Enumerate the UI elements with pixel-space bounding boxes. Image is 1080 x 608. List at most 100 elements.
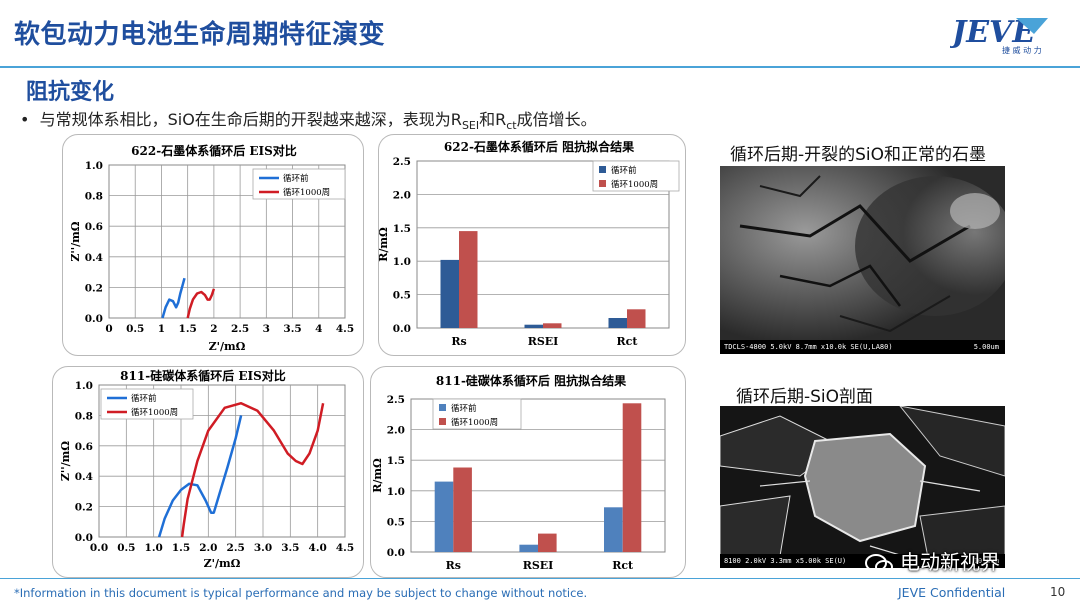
y-tick-label: 0.0 xyxy=(387,547,405,559)
chart-811-fit: 811-硅碳体系循环后 阻抗拟合结果 0.0 0.5 1.0 1.5 2.0 2.5 R/mΩ… xyxy=(371,373,666,572)
chart-622-eis: 622-石墨体系循环后 EIS对比 0.0 0.2 0.4 0.6 0.8 1.0 Z''/m… xyxy=(69,143,354,353)
bullet-dot: • xyxy=(20,110,40,129)
legend-swatch xyxy=(599,180,606,187)
chart-panel-622-eis: 622-石墨体系循环后 EIS对比 0.0 0.2 0.4 0.6 0.8 1.0 Z''/m… xyxy=(62,134,364,356)
y-tick-label: 0.2 xyxy=(75,502,93,514)
x-tick-label: 4.5 xyxy=(336,323,354,335)
page-number: 10 xyxy=(1050,585,1066,599)
bar-rsei-after xyxy=(538,533,557,552)
bar-rct-before xyxy=(608,318,627,328)
legend-label: 循环1000周 xyxy=(131,407,178,418)
legend-label: 循环1000周 xyxy=(451,417,498,428)
logo-subtext: 捷 威 动 力 xyxy=(1002,45,1042,55)
series-line-before xyxy=(157,415,243,538)
chart-811-eis: 811-硅碳体系循环后 EIS对比 0.0 0.2 0.4 0.6 0.8 1.0 Z''/m… xyxy=(59,368,354,570)
legend-label: 循环1000周 xyxy=(283,187,330,198)
legend-swatch xyxy=(439,418,446,425)
y-tick-label: 0.6 xyxy=(85,221,103,233)
x-tick-label: 3.5 xyxy=(281,542,299,554)
x-category-label: Rs xyxy=(451,335,466,348)
x-category-label: RSEI xyxy=(523,559,554,572)
y-axis-label: R/mΩ xyxy=(379,227,390,262)
x-tick-label: 2.5 xyxy=(227,542,245,554)
x-tick-label: 4 xyxy=(315,323,322,335)
bar-rsei-after xyxy=(543,323,562,328)
sem-texture-bottom xyxy=(720,406,1005,568)
title-divider xyxy=(0,66,1080,68)
legend-label: 循环前 xyxy=(131,393,157,404)
chart-panel-811-fit: 811-硅碳体系循环后 阻抗拟合结果 0.0 0.5 1.0 1.5 2.0 2.5 R/mΩ… xyxy=(370,366,686,578)
watermark: 电动新视界 xyxy=(864,546,1000,575)
y-tick-label: 0.8 xyxy=(75,410,93,422)
x-category-label: Rs xyxy=(446,559,461,572)
y-tick-label: 2.5 xyxy=(387,394,405,406)
chart-panel-811-eis: 811-硅碳体系循环后 EIS对比 0.0 0.2 0.4 0.6 0.8 1.0 Z''/m… xyxy=(52,366,364,578)
bar-rs-before xyxy=(434,481,454,552)
y-tick-label: 1.5 xyxy=(387,455,405,467)
legend-label: 循环1000周 xyxy=(611,179,658,190)
x-tick-label: 4.5 xyxy=(336,542,354,554)
y-tick-label: 1.0 xyxy=(85,160,103,172)
y-tick-label: 0.0 xyxy=(85,313,103,325)
footer-disclaimer: *Information in this document is typical… xyxy=(14,586,588,600)
y-tick-label: 1.0 xyxy=(387,486,405,498)
chart-title: 622-石墨体系循环后 阻抗拟合结果 xyxy=(444,139,634,154)
y-tick-label: 0.0 xyxy=(393,323,411,335)
y-axis-label: Z''/mΩ xyxy=(59,441,72,481)
chart-title: 811-硅碳体系循环后 阻抗拟合结果 xyxy=(436,373,626,388)
x-tick-label: 2 xyxy=(210,323,217,335)
series-line-before xyxy=(161,277,186,319)
bar-rct-after xyxy=(627,309,646,328)
x-tick-label: 2.5 xyxy=(231,323,249,335)
legend-box xyxy=(592,160,680,192)
y-tick-label: 1.0 xyxy=(393,256,411,268)
chart-title: 811-硅碳体系循环后 EIS对比 xyxy=(120,368,286,383)
bar-rs-after xyxy=(453,467,472,552)
x-tick-label: 1 xyxy=(158,323,165,335)
y-tick-label: 2.0 xyxy=(387,425,405,437)
slide-title: 软包动力电池生命周期特征演变 xyxy=(14,20,386,50)
series-line-after xyxy=(186,288,216,319)
y-tick-label: 1.5 xyxy=(393,223,411,235)
x-tick-label: 3.0 xyxy=(254,542,272,554)
y-tick-label: 0.0 xyxy=(75,532,93,544)
y-tick-label: 0.4 xyxy=(75,471,93,483)
series-line-after xyxy=(180,401,325,538)
footer-confidential: JEVE Confidential xyxy=(898,585,1006,600)
footer-divider xyxy=(0,578,1080,579)
legend-swatch xyxy=(599,166,606,173)
y-tick-label: 0.8 xyxy=(85,191,103,203)
y-tick-label: 0.4 xyxy=(85,252,103,264)
logo-swoosh xyxy=(1016,18,1048,34)
x-category-label: Rct xyxy=(617,335,639,348)
x-tick-label: 4.0 xyxy=(309,542,327,554)
y-tick-label: 1.0 xyxy=(75,380,93,392)
x-tick-label: 1.5 xyxy=(179,323,197,335)
x-tick-label: 0.0 xyxy=(90,542,108,554)
x-tick-label: 1.5 xyxy=(172,542,190,554)
legend-box xyxy=(432,398,522,430)
y-tick-label: 0.5 xyxy=(393,290,411,302)
bar-rs-before xyxy=(440,259,459,328)
x-tick-label: 0.5 xyxy=(126,323,144,335)
sem-top-footer: TDCLS-4800 5.0kV 8.7mm x10.0k SE(U,LA80)… xyxy=(720,340,1005,354)
x-tick-label: 2.0 xyxy=(199,542,217,554)
sem-texture-top xyxy=(720,166,1005,354)
x-axis-label: Z'/mΩ xyxy=(204,557,241,570)
chart-panel-622-fit: 622-石墨体系循环后 阻抗拟合结果 0.0 0.5 1.0 1.5 2.0 2.5 R/mΩ… xyxy=(378,134,686,356)
bar-rct-before xyxy=(604,507,623,552)
bar-rct-after xyxy=(622,403,642,552)
y-tick-label: 0.6 xyxy=(75,441,93,453)
bullet-text: • 与常规体系相比，SiO在生命后期的开裂越来越深，表现为RSEI和Rct成倍增… xyxy=(20,110,597,133)
x-tick-label: 0.5 xyxy=(117,542,135,554)
y-tick-label: 0.2 xyxy=(85,282,103,294)
y-axis-label: R/mΩ xyxy=(371,458,384,493)
y-tick-label: 2.5 xyxy=(393,156,411,168)
bar-rs-after xyxy=(459,231,478,328)
plot-area xyxy=(108,164,346,319)
legend-box xyxy=(100,388,194,420)
bar-rsei-before xyxy=(519,544,538,552)
sem-top-label: 循环后期-开裂的SiO和正常的石墨 xyxy=(730,145,987,165)
x-tick-label: 0 xyxy=(105,323,112,335)
y-tick-label: 2.0 xyxy=(393,189,411,201)
